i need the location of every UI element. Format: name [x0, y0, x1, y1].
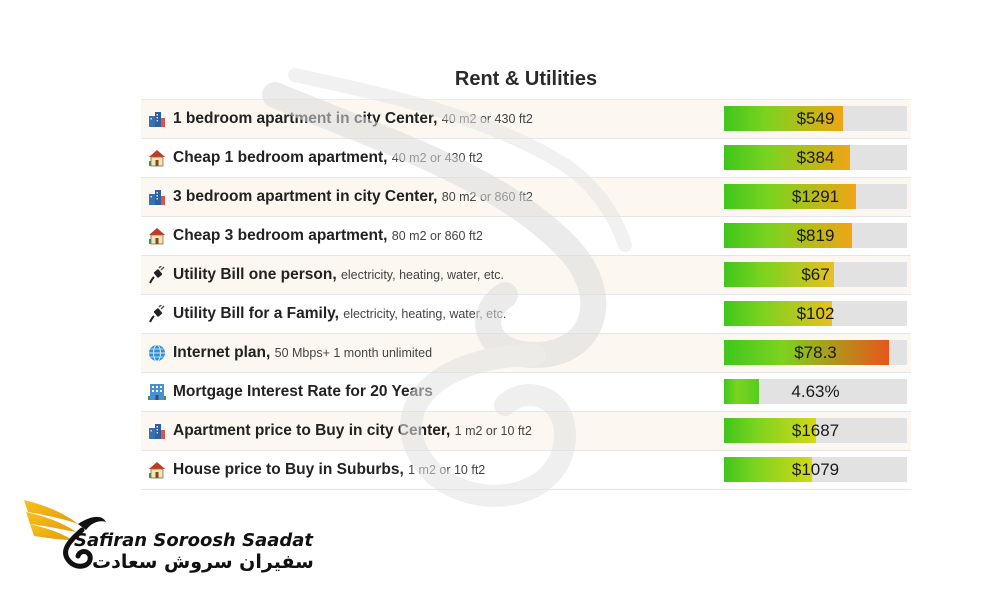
row-value: $67	[801, 264, 830, 284]
row-label: Internet plan, 50 Mbps+ 1 month unlimite…	[173, 344, 432, 362]
value-bar-fill	[724, 223, 853, 248]
table-row: 3 bedroom apartment in city Center, 80 m…	[141, 178, 911, 217]
row-detail: 1 m2 or 10 ft2	[454, 424, 532, 438]
value-bar-fill	[724, 301, 832, 326]
value-bar-fill	[724, 457, 812, 482]
row-label: 3 bedroom apartment in city Center, 80 m…	[173, 188, 533, 206]
row-label: Mortgage Interest Rate for 20 Years	[173, 383, 433, 401]
row-value: $549	[796, 108, 835, 128]
table-row: Utility Bill one person, electricity, he…	[141, 256, 911, 295]
row-title: Utility Bill one person,	[173, 266, 337, 283]
row-detail: 1 m2 or 10 ft2	[408, 463, 486, 477]
row-detail: 80 m2 or 860 ft2	[391, 229, 483, 243]
row-value: $102	[796, 303, 835, 323]
row-title: Mortgage Interest Rate for 20 Years	[173, 383, 433, 400]
table-row: Mortgage Interest Rate for 20 Years 4.63%	[141, 373, 911, 412]
row-title: Utility Bill for a Family,	[173, 305, 339, 322]
value-bar-fill	[724, 379, 759, 404]
row-label: Apartment price to Buy in city Center, 1…	[173, 422, 532, 440]
row-title: 1 bedroom apartment in city Center,	[173, 110, 438, 127]
value-bar: $1291	[724, 184, 907, 209]
table-row: Internet plan, 50 Mbps+ 1 month unlimite…	[141, 334, 911, 373]
value-bar: $1687	[724, 418, 907, 443]
row-title: House price to Buy in Suburbs,	[173, 461, 404, 478]
row-detail: electricity, heating, water, etc.	[343, 307, 507, 321]
company-logo-icon	[24, 500, 106, 569]
row-value: $819	[796, 225, 835, 245]
office-building-icon	[147, 382, 167, 402]
plug-icon	[147, 265, 167, 285]
rent-utilities-table: 1 bedroom apartment in city Center, 40 m…	[141, 99, 911, 490]
table-row: Apartment price to Buy in city Center, 1…	[141, 412, 911, 451]
row-detail: 80 m2 or 860 ft2	[441, 190, 533, 204]
city-building-icon	[147, 109, 167, 129]
city-building-icon	[147, 187, 167, 207]
row-title: 3 bedroom apartment in city Center,	[173, 188, 438, 205]
value-bar-fill	[724, 340, 889, 365]
globe-icon	[147, 343, 167, 363]
value-bar: $78.3	[724, 340, 907, 365]
row-value: $78.3	[794, 342, 837, 362]
value-bar: $819	[724, 223, 907, 248]
row-label: 1 bedroom apartment in city Center, 40 m…	[173, 110, 533, 128]
value-bar: $102	[724, 301, 907, 326]
value-bar-fill	[724, 145, 851, 170]
row-title: Internet plan,	[173, 344, 271, 361]
row-value: $1291	[791, 186, 840, 206]
row-detail: 40 m2 or 430 ft2	[441, 112, 533, 126]
row-detail: 40 m2 or 430 ft2	[391, 151, 483, 165]
value-bar: $1079	[724, 457, 907, 482]
logo-name-persian: سفیران سروش سعادت	[92, 551, 314, 573]
row-label: Utility Bill for a Family, electricity, …	[173, 305, 506, 323]
value-bar-fill	[724, 262, 834, 287]
row-value: $384	[796, 147, 835, 167]
city-building-icon	[147, 421, 167, 441]
section-title: Rent & Utilities	[454, 68, 598, 90]
value-bar-fill	[724, 418, 816, 443]
row-value: 4.63%	[791, 381, 840, 401]
row-title: Cheap 3 bedroom apartment,	[173, 227, 388, 244]
row-detail: electricity, heating, water, etc.	[340, 268, 504, 282]
row-title: Apartment price to Buy in city Center,	[173, 422, 451, 439]
row-value: $1079	[791, 459, 840, 479]
value-bar: $67	[724, 262, 907, 287]
row-detail: 50 Mbps+ 1 month unlimited	[274, 346, 433, 360]
row-title: Cheap 1 bedroom apartment,	[173, 149, 388, 166]
table-row: Cheap 3 bedroom apartment, 80 m2 or 860 …	[141, 217, 911, 256]
table-row: Utility Bill for a Family, electricity, …	[141, 295, 911, 334]
row-label: Cheap 1 bedroom apartment, 40 m2 or 430 …	[173, 149, 483, 167]
value-bar: 4.63%	[724, 379, 907, 404]
house-icon	[147, 148, 167, 168]
value-bar: $384	[724, 145, 907, 170]
logo-name-english: Safiran Soroosh Saadat	[74, 530, 314, 551]
table-row: House price to Buy in Suburbs, 1 m2 or 1…	[141, 451, 911, 490]
table-row: Cheap 1 bedroom apartment, 40 m2 or 430 …	[141, 139, 911, 178]
house-icon	[147, 226, 167, 246]
row-label: Cheap 3 bedroom apartment, 80 m2 or 860 …	[173, 227, 483, 245]
row-label: House price to Buy in Suburbs, 1 m2 or 1…	[173, 461, 485, 479]
value-bar: $549	[724, 106, 907, 131]
row-label: Utility Bill one person, electricity, he…	[173, 266, 504, 284]
row-value: $1687	[791, 420, 840, 440]
value-bar-fill	[724, 106, 843, 131]
table-row: 1 bedroom apartment in city Center, 40 m…	[141, 100, 911, 139]
value-bar-fill	[724, 184, 856, 209]
plug-icon	[147, 304, 167, 324]
house-icon	[147, 460, 167, 480]
